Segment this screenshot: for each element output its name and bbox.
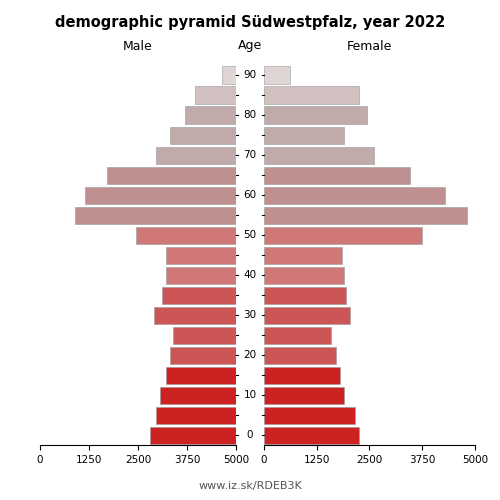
Bar [162,286,236,304]
Bar [154,306,236,324]
Bar [166,266,236,283]
Bar [264,306,350,324]
Bar [264,366,340,384]
Bar [85,186,236,204]
Bar [170,346,236,364]
Bar [174,326,236,344]
Bar [264,106,368,124]
Bar [264,246,342,264]
Text: demographic pyramid Südwestpfalz, year 2022: demographic pyramid Südwestpfalz, year 2… [55,15,445,30]
Text: 60: 60 [244,190,256,200]
Bar [264,426,359,444]
Bar [264,66,290,84]
Bar [264,146,374,164]
Bar [195,86,236,104]
Bar [136,226,236,244]
Bar [264,206,466,224]
Bar [185,106,236,124]
Bar [170,126,236,144]
Text: 50: 50 [244,230,256,240]
Bar [264,226,422,244]
Bar [264,346,336,364]
Text: 80: 80 [244,110,256,120]
Bar [264,166,410,184]
Text: Male: Male [123,40,153,52]
Text: Age: Age [238,40,262,52]
Bar [264,186,446,204]
Bar [166,246,236,264]
Text: 0: 0 [247,430,254,440]
Text: Female: Female [346,40,392,52]
Text: 10: 10 [244,390,256,400]
Bar [106,166,236,184]
Text: 40: 40 [244,270,256,280]
Bar [156,406,236,424]
Text: www.iz.sk/RDEB3K: www.iz.sk/RDEB3K [198,481,302,491]
Text: 20: 20 [244,350,256,360]
Bar [264,406,354,424]
Bar [222,66,236,84]
Bar [264,86,359,104]
Bar [76,206,236,224]
Text: 70: 70 [244,150,256,160]
Bar [264,126,344,144]
Text: 90: 90 [244,70,256,80]
Bar [160,386,236,404]
Bar [264,266,344,283]
Bar [166,366,236,384]
Bar [150,426,236,444]
Bar [264,326,332,344]
Text: 30: 30 [244,310,256,320]
Bar [156,146,236,164]
Bar [264,286,346,304]
Bar [264,386,344,404]
